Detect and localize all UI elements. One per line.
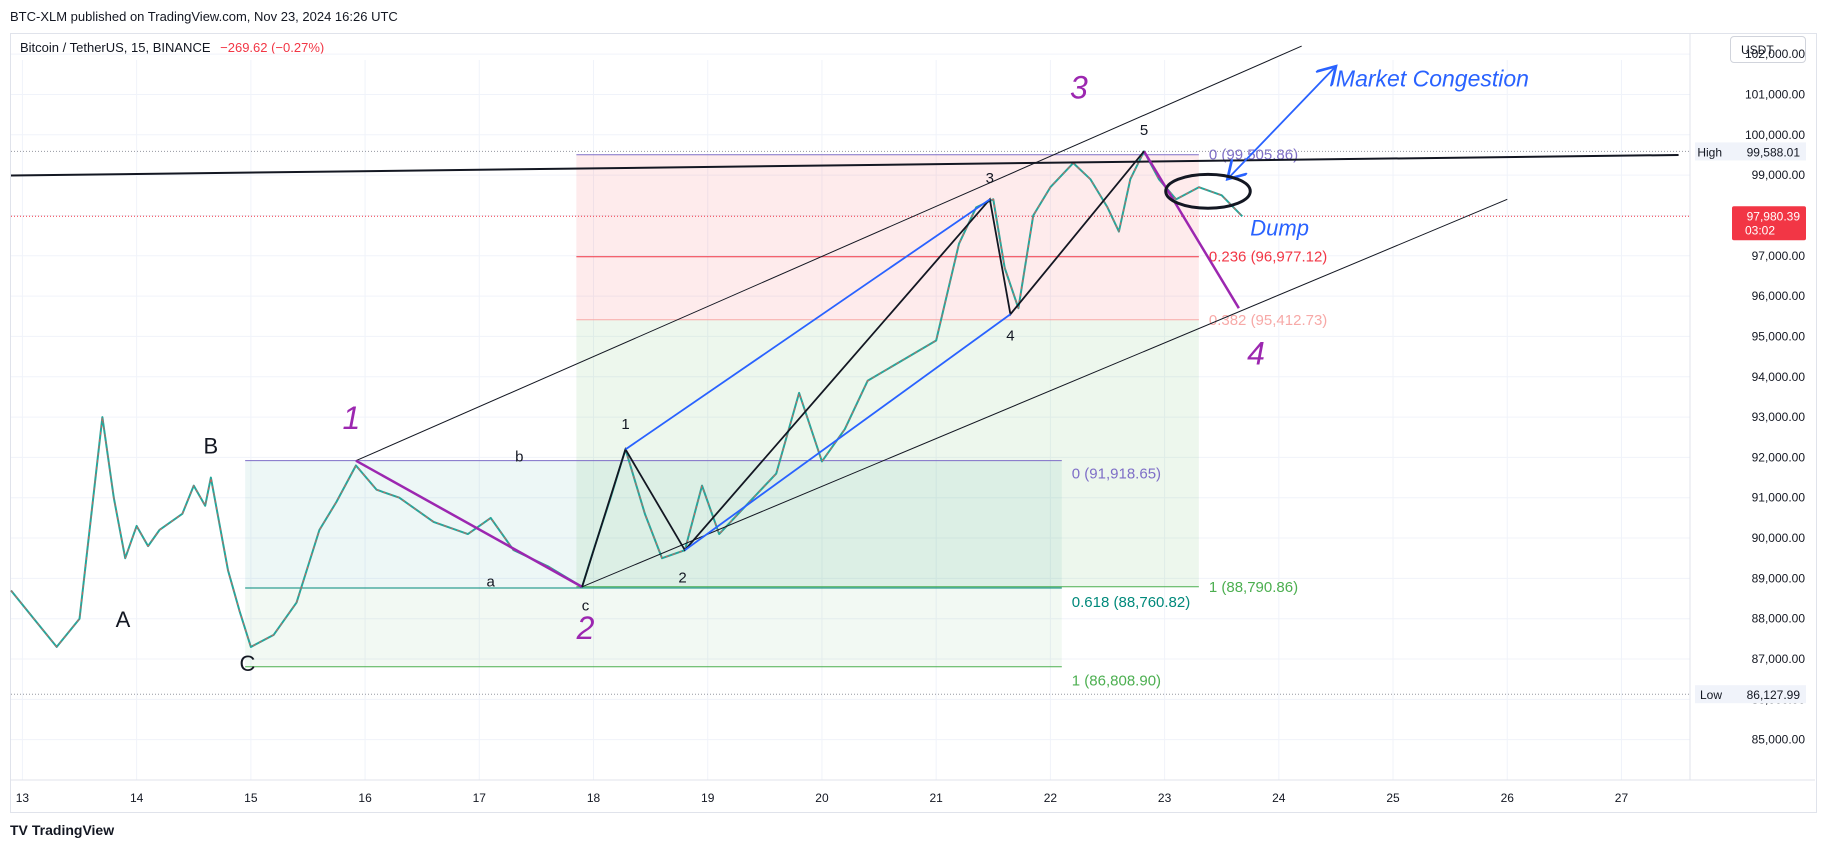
- fib-level-label: 1 (88,790.86): [1209, 579, 1298, 596]
- y-tick-label: 99,000.00: [1752, 168, 1806, 182]
- fib-zone-red: [576, 154, 1199, 320]
- wave-path-blue: [624, 198, 991, 451]
- wave-path-black: [581, 150, 1145, 588]
- wave-label: 2: [678, 569, 686, 586]
- x-tick-label: 22: [1044, 791, 1058, 805]
- level-badge-value: 99,588.01: [1747, 145, 1801, 159]
- level-badge-high: [1695, 142, 1806, 161]
- wave-path-purple: [355, 459, 583, 588]
- y-tick-label: 94,000.00: [1752, 370, 1806, 384]
- wave-label: A: [116, 607, 131, 632]
- chart-frame: [10, 33, 1817, 813]
- annotation-text: Dump: [1250, 216, 1309, 241]
- x-tick-label: 15: [244, 791, 258, 805]
- x-tick-label: 23: [1158, 791, 1172, 805]
- symbol-change: −269.62 (−0.27%): [220, 40, 325, 55]
- x-tick-label: 13: [16, 791, 30, 805]
- wave-label: 4: [1247, 336, 1265, 372]
- level-badge-name: High: [1697, 145, 1722, 159]
- y-tick-label: 87,000.00: [1752, 652, 1806, 666]
- x-tick-label: 18: [587, 791, 601, 805]
- wave-label: 1: [342, 400, 360, 436]
- fib-zone-teal: [245, 460, 1062, 589]
- y-tick-label: 92,000.00: [1752, 450, 1806, 464]
- y-tick-label: 88,000.00: [1752, 612, 1806, 626]
- fib-level-label: 1 (86,808.90): [1072, 673, 1161, 690]
- x-tick-label: 16: [358, 791, 372, 805]
- fib-level-label: 0 (91,918.65): [1072, 466, 1161, 483]
- wave-label: 2: [576, 610, 595, 646]
- last-price-value: 97,980.39: [1747, 209, 1801, 223]
- y-tick-label: 96,000.00: [1752, 289, 1806, 303]
- trendline: [10, 153, 1679, 177]
- trendline: [355, 45, 1302, 462]
- wave-path-blue: [684, 313, 1011, 551]
- wave-label: b: [515, 448, 523, 465]
- level-badge-low: [1695, 685, 1806, 704]
- y-tick-label: 90,000.00: [1752, 531, 1806, 545]
- annotation-text: Market Congestion: [1336, 65, 1529, 91]
- y-tick-label: 85,000.00: [1752, 733, 1806, 747]
- x-tick-label: 20: [815, 791, 829, 805]
- fib-level-label: 0.382 (95,412.73): [1209, 312, 1327, 329]
- symbol-name: Bitcoin / TetherUS, 15, BINANCE: [20, 40, 211, 55]
- wave-label: a: [487, 573, 496, 590]
- wave-label: 3: [1070, 70, 1088, 106]
- last-price-badge: [1732, 206, 1806, 241]
- wave-label: 1: [621, 416, 629, 433]
- x-tick-label: 21: [929, 791, 943, 805]
- currency-selector[interactable]: USDT: [1730, 36, 1806, 63]
- level-badge-value: 86,127.99: [1747, 688, 1801, 702]
- y-tick-label: 97,000.00: [1752, 249, 1806, 263]
- wave-label: c: [582, 598, 590, 615]
- x-tick-label: 19: [701, 791, 715, 805]
- wave-label: C: [239, 651, 255, 676]
- wave-label: 3: [986, 170, 994, 187]
- last-price-countdown: 03:02: [1745, 223, 1775, 237]
- x-tick-label: 27: [1615, 791, 1629, 805]
- trendline: [581, 198, 1508, 588]
- fib-level-label: 0.236 (96,977.12): [1209, 249, 1327, 266]
- tradingview-brand: TradingView: [31, 822, 115, 838]
- wave-label: 5: [1140, 122, 1148, 139]
- wave-label: B: [204, 433, 219, 458]
- fib-zone-green-lower: [245, 588, 1062, 667]
- y-tick-label: 93,000.00: [1752, 410, 1806, 424]
- wave-path-blue: [1227, 66, 1336, 179]
- tradingview-logo-icon: TV: [10, 822, 28, 838]
- y-tick-label: 101,000.00: [1745, 87, 1805, 101]
- fib-level-label: 0.618 (88,760.82): [1072, 594, 1190, 611]
- x-tick-label: 25: [1386, 791, 1400, 805]
- y-tick-label: 89,000.00: [1752, 571, 1806, 585]
- x-tick-label: 24: [1272, 791, 1286, 805]
- symbol-header[interactable]: Bitcoin / TetherUS, 15, BINANCE −269.62 …: [20, 40, 324, 55]
- x-tick-label: 14: [130, 791, 144, 805]
- publish-line: BTC-XLM published on TradingView.com, No…: [10, 9, 398, 24]
- x-tick-label: 26: [1501, 791, 1515, 805]
- level-badge-name: Low: [1700, 688, 1722, 702]
- y-tick-label: 100,000.00: [1745, 128, 1805, 142]
- x-tick-label: 17: [473, 791, 487, 805]
- y-tick-label: 102,000.00: [1745, 47, 1805, 61]
- wave-label: 4: [1006, 327, 1014, 344]
- wave-path-purple: [1142, 150, 1240, 309]
- y-tick-label: 95,000.00: [1752, 329, 1806, 343]
- congestion-ellipse: [1164, 172, 1252, 210]
- tradingview-footer: TV TradingView: [10, 822, 114, 838]
- y-tick-label: 91,000.00: [1752, 491, 1806, 505]
